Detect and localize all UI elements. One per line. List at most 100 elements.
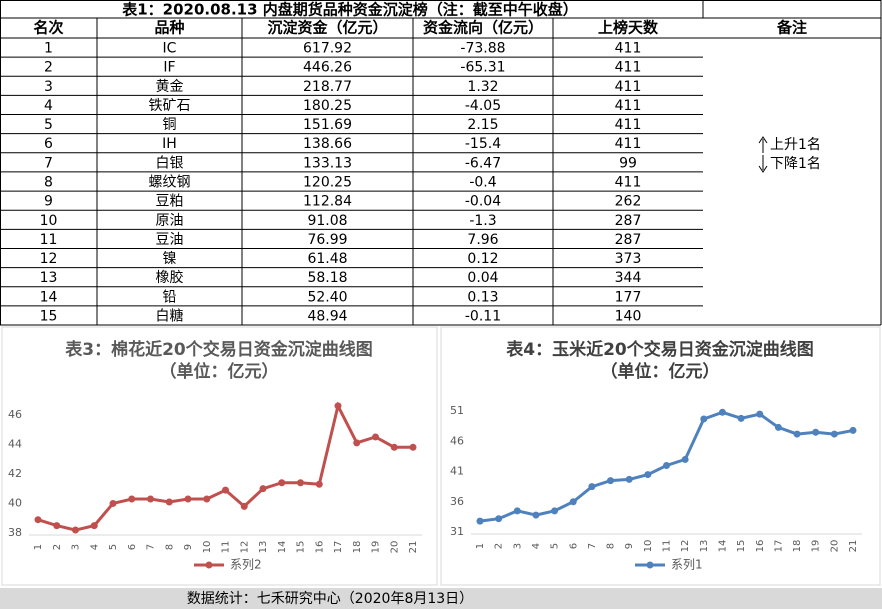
table-cell: 2.15 [467, 117, 498, 133]
point [297, 479, 304, 487]
x-tick-label: 3 [71, 544, 82, 550]
table-cell: 13 [40, 270, 58, 286]
legend-label: 系列2 [230, 558, 262, 572]
table-cell: 14 [40, 289, 58, 305]
point [551, 507, 559, 515]
table-cell: 白银 [156, 155, 184, 171]
table-cell: 橡胶 [156, 269, 184, 286]
table-cell: 4 [44, 98, 53, 114]
x-tick-label: 1 [33, 544, 44, 550]
table-cell: 0.04 [467, 270, 498, 286]
table-cell: 411 [615, 98, 642, 114]
x-tick-label: 4 [89, 544, 100, 550]
column-header: 上榜天数 [598, 19, 659, 37]
table-cell: -73.88 [460, 41, 505, 57]
table-cell: 151.69 [303, 117, 352, 133]
column-header: 备注 [776, 19, 807, 37]
x-tick-label: 14 [277, 541, 288, 554]
y-tick-label: 31 [450, 525, 464, 538]
point [409, 443, 417, 451]
x-tick-label: 19 [811, 540, 822, 553]
y-tick-label: 41 [450, 465, 464, 478]
table-cell: IH [162, 136, 177, 152]
note-up: 上升1名 [770, 137, 821, 153]
table-cell: 9 [44, 194, 53, 210]
table-cell: 344 [615, 270, 642, 286]
point [278, 479, 286, 487]
table-cell: 411 [615, 117, 642, 133]
table-cell: 1.32 [467, 79, 498, 95]
column-header: 品种 [154, 19, 184, 37]
point [240, 502, 248, 510]
point [644, 471, 652, 479]
y-tick-label: 46 [450, 434, 464, 447]
table-cell: 0.13 [467, 289, 498, 305]
point [625, 475, 633, 483]
legend-label: 系列1 [671, 558, 703, 572]
table-cell: 镍 [163, 251, 177, 267]
table-cell: 3 [44, 79, 53, 95]
table-cell: 2 [44, 60, 53, 76]
x-tick-label: 9 [624, 543, 635, 549]
x-tick-label: 5 [108, 544, 119, 550]
table-cell: 617.92 [303, 41, 352, 57]
table-cell: 6 [44, 136, 53, 152]
point [495, 515, 503, 523]
y-tick-label: 40 [8, 496, 22, 509]
table-cell: 白糖 [156, 308, 184, 324]
point [90, 522, 98, 530]
table-cell: 豆粕 [156, 194, 184, 210]
table-cell: 180.25 [303, 98, 352, 114]
point [588, 483, 596, 491]
x-tick-label: 18 [352, 541, 363, 554]
table-cell: 287 [615, 213, 642, 229]
point [203, 495, 211, 503]
x-tick-label: 3 [512, 543, 523, 549]
chart-subtitle: （单位：亿元） [160, 361, 279, 382]
point [532, 511, 540, 519]
point [756, 410, 764, 418]
table-cell: IC [163, 41, 177, 57]
table-cell: 0.12 [467, 251, 498, 267]
point [259, 485, 267, 493]
x-tick-label: 21 [848, 540, 859, 553]
down-arrow-head [758, 165, 768, 173]
table-cell: 螺纹钢 [149, 175, 191, 191]
x-tick-label: 17 [333, 541, 344, 554]
table-cell: 446.26 [303, 60, 352, 76]
x-tick-label: 2 [52, 544, 63, 550]
table-cell: -0.04 [465, 194, 501, 210]
table-cell: 133.13 [303, 155, 352, 171]
x-tick-label: 12 [239, 541, 250, 554]
table-cell: IF [163, 60, 175, 76]
x-tick-label: 6 [127, 544, 138, 550]
table-cell: 373 [615, 251, 642, 267]
table-cell: 76.99 [307, 232, 347, 248]
point [334, 402, 342, 410]
x-tick-label: 13 [699, 540, 710, 553]
point [830, 430, 838, 438]
point [663, 462, 670, 469]
chart-title: 表4：玉米近20个交易日资金沉淀曲线图 [506, 339, 814, 360]
footer: 数据统计：七禾研究中心（2020年8月13日） [187, 591, 473, 607]
table-cell: 411 [615, 175, 642, 191]
table-cell: 99 [619, 155, 637, 171]
x-tick-label: 1 [475, 543, 486, 549]
x-tick-label: 4 [531, 543, 542, 549]
x-tick-label: 15 [296, 541, 307, 554]
x-tick-label: 12 [680, 540, 691, 553]
table-cell: 52.40 [307, 289, 347, 305]
chart-subtitle: （单位：亿元） [601, 361, 720, 382]
table-cell: 287 [615, 232, 642, 248]
x-tick-label: 9 [183, 544, 194, 550]
table-cell: -65.31 [460, 60, 505, 76]
x-tick-label: 14 [717, 540, 728, 553]
table-cell: 5 [44, 117, 53, 133]
x-tick-label: 2 [494, 543, 505, 549]
y-tick-label: 44 [8, 437, 22, 450]
point [476, 517, 484, 525]
legend-marker [205, 561, 213, 569]
table-cell: 58.18 [307, 270, 347, 286]
table-cell: -15.4 [465, 136, 501, 152]
